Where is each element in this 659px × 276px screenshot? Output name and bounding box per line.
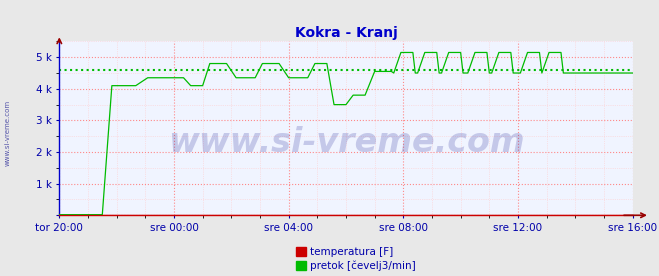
Text: www.si-vreme.com: www.si-vreme.com xyxy=(167,126,525,159)
Title: Kokra - Kranj: Kokra - Kranj xyxy=(295,26,397,40)
Legend: temperatura [F], pretok [čevelj3/min]: temperatura [F], pretok [čevelj3/min] xyxy=(296,247,416,271)
Text: www.si-vreme.com: www.si-vreme.com xyxy=(5,99,11,166)
